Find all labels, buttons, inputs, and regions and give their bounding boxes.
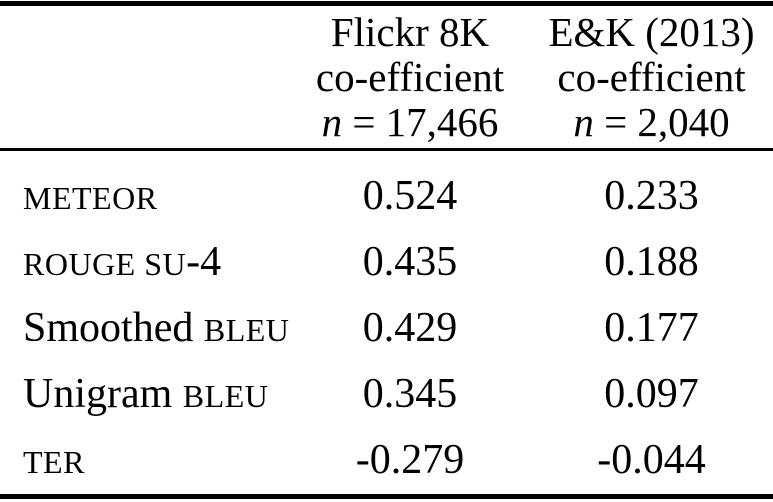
- flickr8k-coefficient-value: 0.345: [362, 371, 458, 417]
- metric-label-text-segment: Smoothed: [23, 305, 204, 351]
- n-variable: n: [321, 99, 343, 145]
- header-flickr8k-column: Flickr 8K co-efficient n = 17,466: [290, 10, 530, 145]
- metric-label-smallcaps-segment: BLEU: [203, 312, 290, 348]
- header-flickr8k-title: Flickr 8K: [330, 9, 490, 55]
- metric-label-text-segment: -4: [186, 239, 222, 285]
- flickr8k-coefficient-value: 0.435: [362, 239, 458, 285]
- metric-label: Smoothed BLEU: [0, 304, 290, 352]
- table-top-rule: [0, 1, 773, 6]
- ek2013-coefficient-value: 0.188: [604, 239, 699, 285]
- header-flickr8k-sample-size: n = 17,466: [290, 100, 530, 145]
- header-ek2013-sample-size: n = 2,040: [530, 100, 773, 145]
- header-ek2013-title: E&K (2013): [548, 9, 755, 55]
- flickr8k-coefficient-value: -0.279: [355, 437, 465, 483]
- metric-label: Unigram BLEU: [0, 370, 290, 418]
- metric-label-text-segment: Unigram: [23, 371, 183, 417]
- table-row: Smoothed BLEU 0.429 0.177: [0, 295, 773, 361]
- n-variable: n: [573, 99, 594, 145]
- table-row: TER -0.279 -0.044: [0, 427, 773, 493]
- ek2013-coefficient-value: 0.097: [604, 371, 699, 417]
- table-row: Unigram BLEU 0.345 0.097: [0, 361, 773, 427]
- table-row: METEOR 0.524 0.233: [0, 163, 773, 229]
- metric-label-smallcaps-segment: TER: [23, 444, 85, 480]
- flickr8k-coefficient-value: 0.429: [362, 305, 458, 351]
- table-bottom-rule: [0, 494, 773, 499]
- metric-label: METEOR: [0, 172, 290, 220]
- ek2013-coefficient-value: 0.233: [604, 173, 699, 219]
- header-ek2013-column: E&K (2013) co-efficient n = 2,040: [530, 10, 773, 145]
- table-header: Flickr 8K co-efficient n = 17,466 E&K (2…: [0, 6, 773, 148]
- table-header-rule: [0, 148, 773, 151]
- ek2013-coefficient-value: -0.044: [597, 437, 706, 483]
- flickr8k-coefficient-value: 0.524: [362, 173, 458, 219]
- metric-label: TER: [0, 436, 290, 484]
- table-body: METEOR 0.524 0.233 ROUGE SU-4 0.435 0.188 Smoo…: [0, 151, 773, 494]
- ek2013-coefficient-value: 0.177: [604, 305, 699, 351]
- metric-label: ROUGE SU-4: [0, 238, 290, 286]
- table-row: ROUGE SU-4 0.435 0.188: [0, 229, 773, 295]
- metric-label-smallcaps-segment: BLEU: [182, 378, 269, 414]
- n-value: = 2,040: [593, 99, 730, 145]
- metric-label-smallcaps-segment: METEOR: [23, 180, 158, 216]
- header-flickr8k-subtitle: co-efficient: [315, 54, 505, 100]
- n-value: = 17,466: [342, 99, 499, 145]
- header-ek2013-subtitle: co-efficient: [557, 54, 746, 100]
- metric-label-smallcaps-segment: ROUGE SU: [23, 246, 187, 282]
